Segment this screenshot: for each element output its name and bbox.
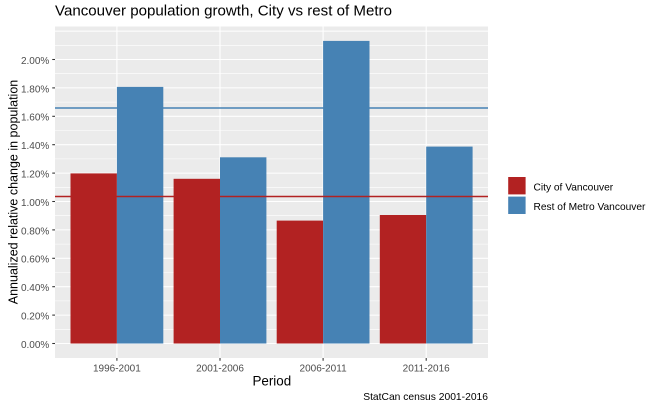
svg-text:1.20%: 1.20% [21,170,49,181]
svg-text:2.00%: 2.00% [21,56,49,67]
svg-text:0.60%: 0.60% [21,255,49,266]
svg-text:0.20%: 0.20% [21,312,49,323]
svg-text:1996-2001: 1996-2001 [93,364,141,375]
svg-text:StatCan census 2001-2016: StatCan census 2001-2016 [363,392,488,403]
svg-text:1.40%: 1.40% [21,141,49,152]
svg-text:Period: Period [252,374,291,389]
svg-text:1.80%: 1.80% [21,84,49,95]
svg-text:2011-2016: 2011-2016 [403,364,451,375]
svg-text:Rest of Metro Vancouver: Rest of Metro Vancouver [534,202,647,213]
svg-text:1.00%: 1.00% [21,198,49,209]
svg-text:0.40%: 0.40% [21,283,49,294]
svg-text:Vancouver population growth, C: Vancouver population growth, City vs res… [55,3,392,20]
svg-text:0.00%: 0.00% [21,340,49,351]
svg-text:2006-2011: 2006-2011 [300,364,348,375]
svg-text:City of Vancouver: City of Vancouver [534,183,614,194]
svg-text:2001-2006: 2001-2006 [196,364,244,375]
svg-text:1.60%: 1.60% [21,113,49,124]
svg-text:Annualized relative change in: Annualized relative change in population [7,80,21,305]
svg-text:0.80%: 0.80% [21,226,49,237]
